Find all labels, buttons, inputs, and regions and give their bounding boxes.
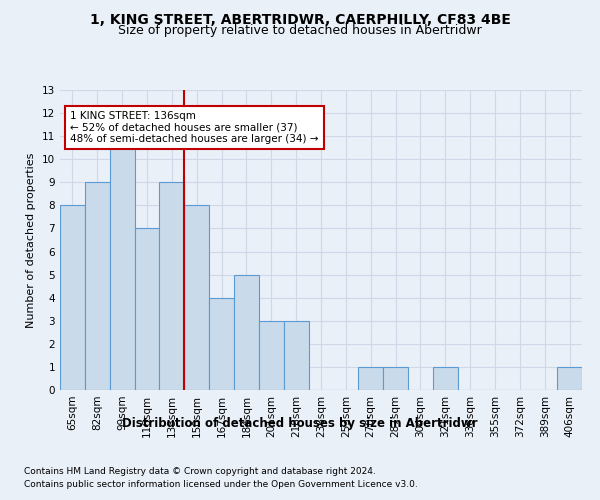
Bar (234, 274, 259, 390)
Y-axis label: Number of detached properties: Number of detached properties (26, 152, 37, 328)
Text: Contains public sector information licensed under the Open Government Licence v3: Contains public sector information licen… (24, 480, 418, 489)
Text: Contains HM Land Registry data © Crown copyright and database right 2024.: Contains HM Land Registry data © Crown c… (24, 468, 376, 476)
Bar (60, 206, 85, 390)
Bar (383, 367, 408, 390)
Text: 1, KING STREET, ABERTRIDWR, CAERPHILLY, CF83 4BE: 1, KING STREET, ABERTRIDWR, CAERPHILLY, … (89, 12, 511, 26)
Text: Distribution of detached houses by size in Abertridwr: Distribution of detached houses by size … (122, 418, 478, 430)
Bar (160, 182, 184, 390)
Text: Size of property relative to detached houses in Abertridwr: Size of property relative to detached ho… (118, 24, 482, 37)
Bar (433, 367, 458, 390)
Bar (557, 367, 582, 390)
Bar (134, 228, 160, 390)
Bar (184, 206, 209, 390)
Text: 1 KING STREET: 136sqm
← 52% of detached houses are smaller (37)
48% of semi-deta: 1 KING STREET: 136sqm ← 52% of detached … (70, 111, 319, 144)
Bar (284, 321, 308, 390)
Bar (259, 321, 284, 390)
Bar (85, 182, 110, 390)
Bar (209, 298, 234, 390)
Bar (110, 136, 134, 390)
Bar (358, 367, 383, 390)
